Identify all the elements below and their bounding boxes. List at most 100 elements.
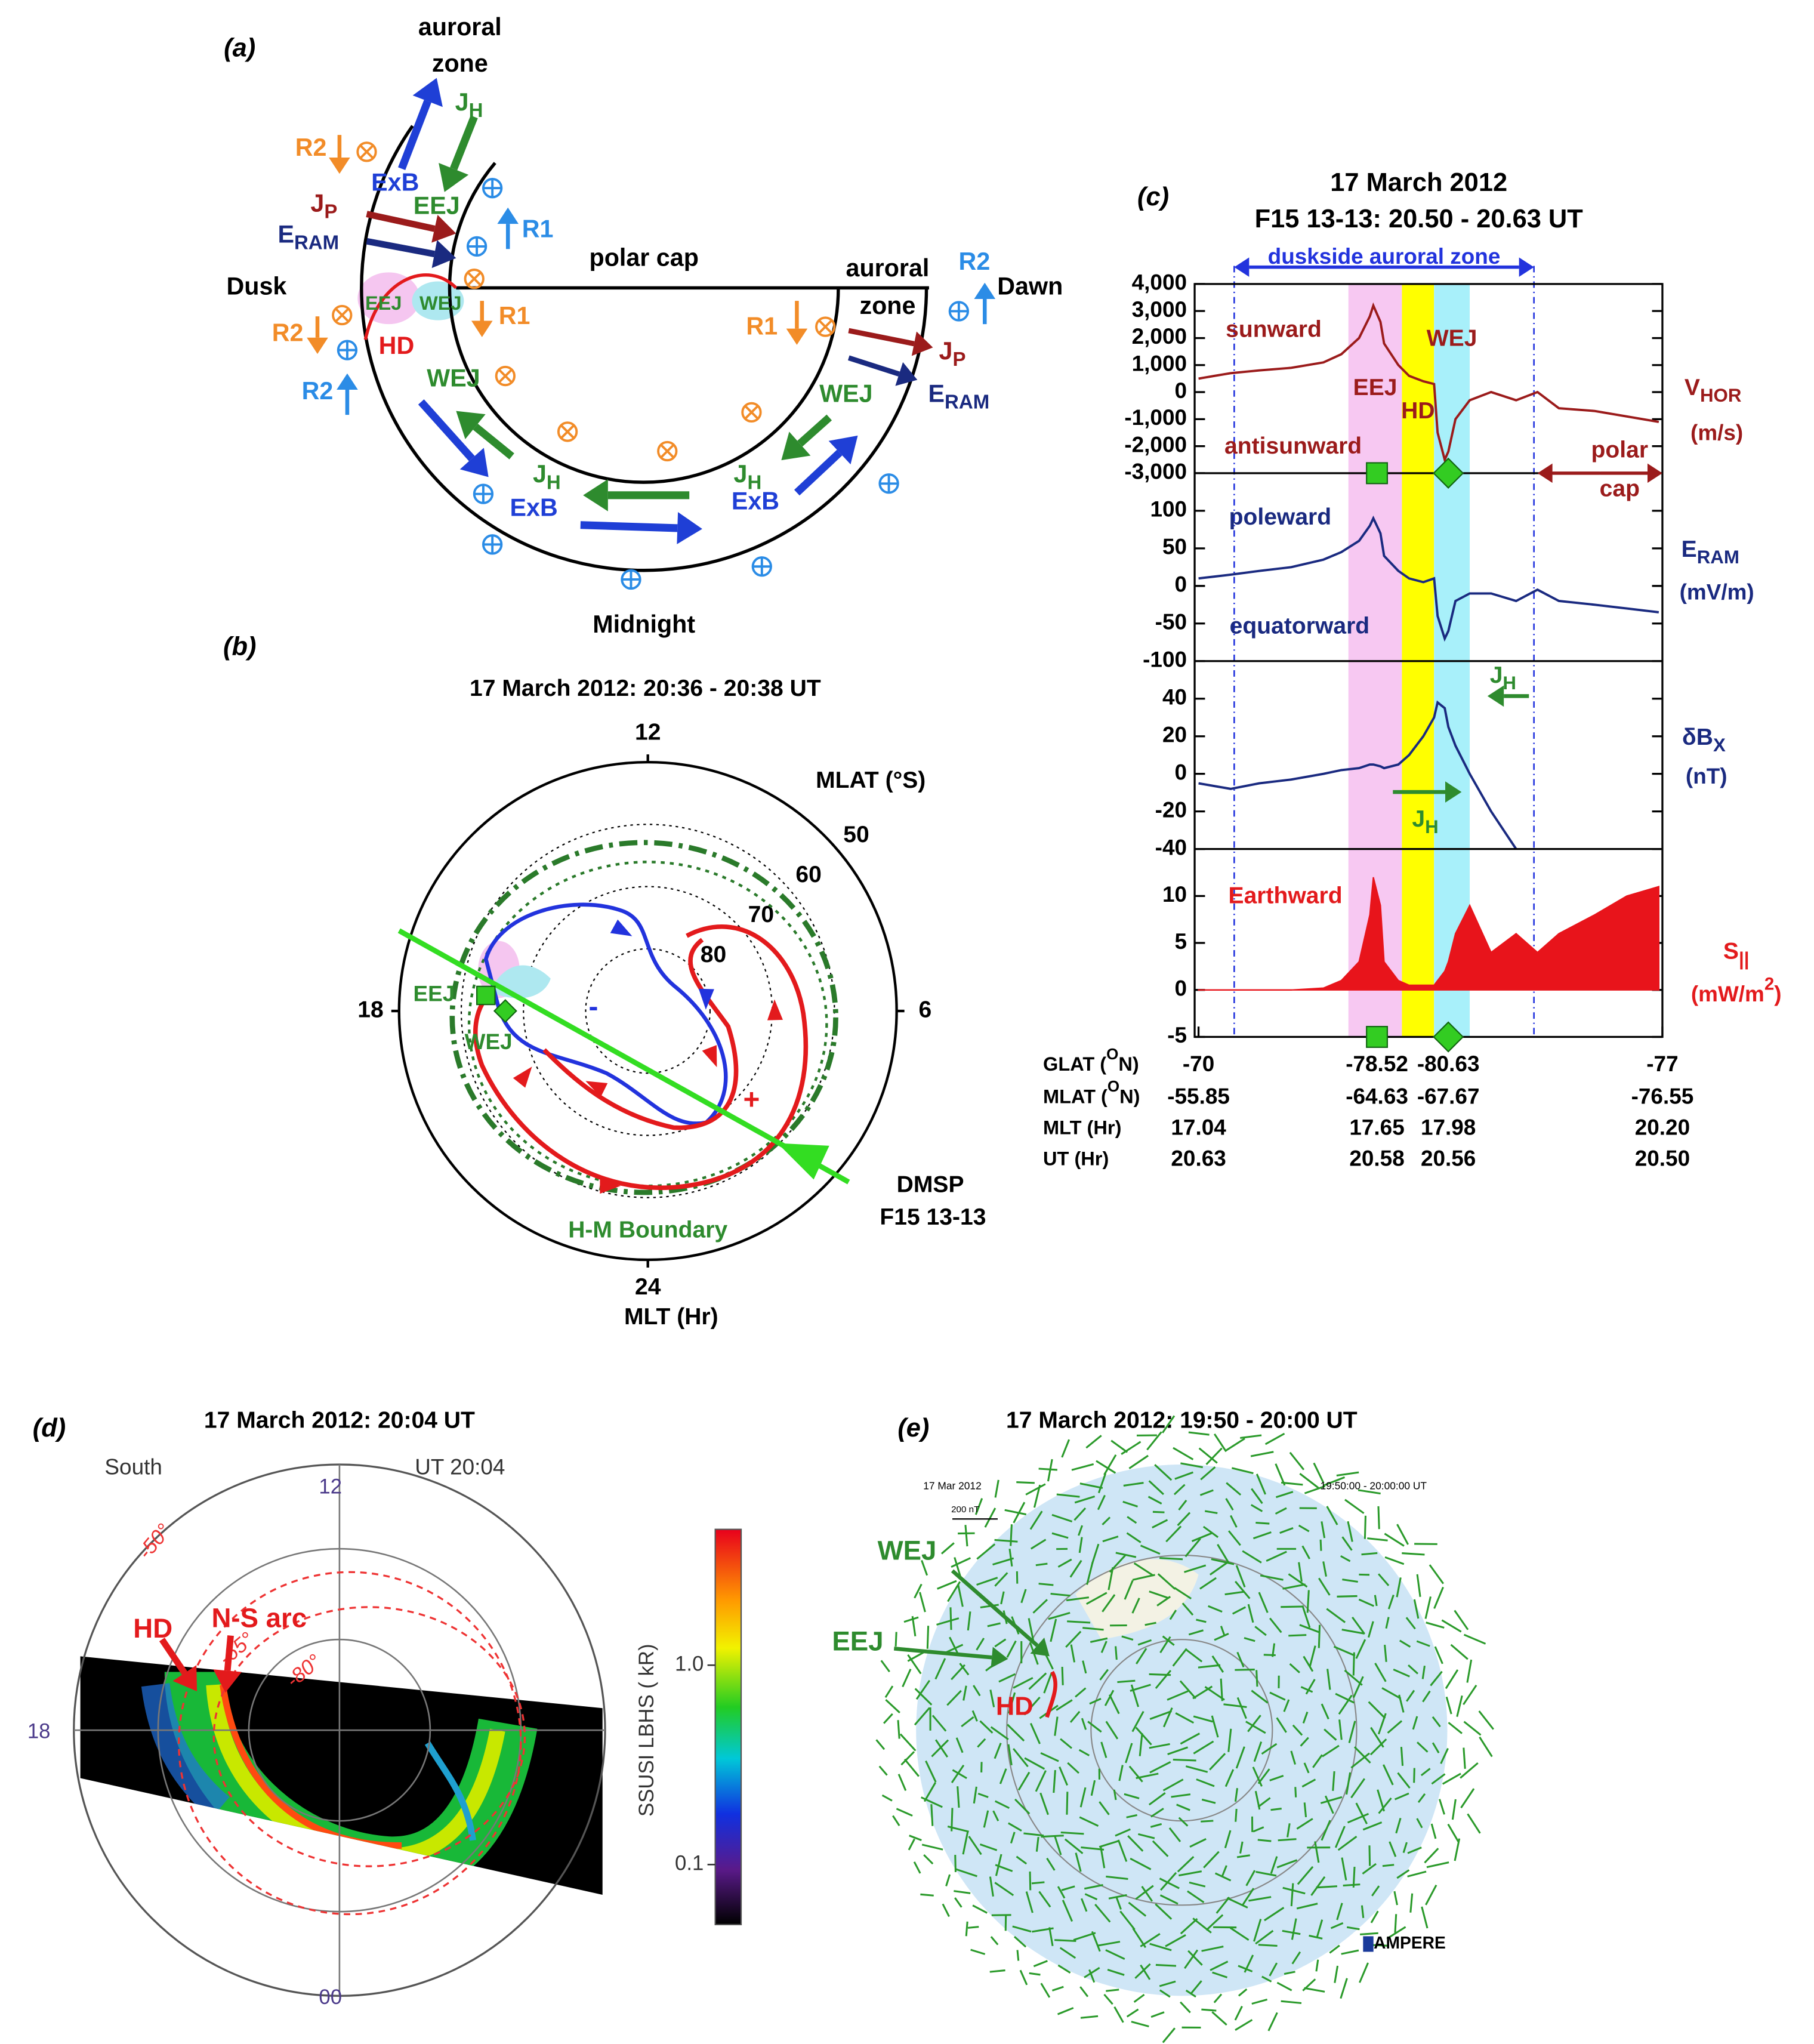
arrow [1384, 257, 1534, 277]
vector [1350, 1778, 1365, 1799]
vector [1398, 1694, 1405, 1713]
vector [1140, 1544, 1161, 1555]
vector [1291, 1918, 1297, 1940]
vector [983, 1810, 989, 1828]
label: zone [859, 292, 915, 319]
label: -3,000 [1124, 460, 1187, 484]
vector [1300, 1686, 1313, 1693]
vector [1133, 1993, 1145, 2003]
vector [1312, 1754, 1323, 1768]
vector [1013, 1748, 1029, 1768]
vector [1251, 1998, 1268, 2005]
flow-arrowhead [585, 1081, 608, 1097]
vector [1344, 1669, 1363, 1686]
arrow [794, 435, 858, 496]
vector [1033, 1960, 1048, 1968]
symbol-circle [356, 141, 377, 162]
vector [1467, 1813, 1481, 1834]
wej-marker [1433, 1021, 1464, 1053]
vector [964, 1525, 968, 1547]
label-part: S [1723, 939, 1739, 964]
vector [1463, 1684, 1477, 1706]
flow-arrowhead [513, 1066, 532, 1088]
vector [900, 1751, 915, 1766]
vector [1294, 1787, 1297, 1798]
vector [1174, 1587, 1192, 1600]
vector [1188, 1431, 1210, 1436]
vector [1132, 1928, 1147, 1949]
vector [1146, 1431, 1162, 1451]
label: 50 [843, 822, 869, 847]
vector [1264, 1432, 1285, 1445]
vector [1051, 1513, 1073, 1523]
vector [1016, 1855, 1028, 1865]
into-symbol [356, 141, 377, 162]
wej-marker [1433, 457, 1464, 489]
vector [1236, 1697, 1247, 1719]
vector [1177, 1512, 1191, 1527]
vector [1252, 1826, 1264, 1833]
vector [1333, 1645, 1356, 1657]
vector [992, 1557, 1014, 1566]
vector [974, 1498, 983, 1515]
label: duskside auroral zone [1268, 244, 1501, 269]
vector [934, 1658, 946, 1680]
vector [1433, 1586, 1444, 1609]
vector [1275, 1491, 1294, 1499]
label: UT 20:04 [415, 1454, 505, 1479]
vector [875, 1739, 886, 1750]
red-cell-outer [473, 924, 809, 1191]
vector [1479, 1736, 1493, 1758]
vector [1136, 1648, 1147, 1664]
vector [1091, 1543, 1100, 1564]
vector [1127, 1516, 1137, 1524]
vector [1235, 2019, 1253, 2031]
vector [1008, 1548, 1013, 1567]
vector [1347, 1812, 1369, 1824]
vector [1250, 1504, 1263, 1512]
vector [1007, 1744, 1013, 1766]
vector [1193, 1740, 1214, 1755]
vector [1035, 1836, 1039, 1852]
vector [1424, 1596, 1432, 1619]
aurora-arc [424, 1741, 476, 1841]
label-part: ) [1774, 982, 1781, 1006]
vector [1115, 1552, 1137, 1558]
vector [903, 1616, 919, 1623]
vector [1478, 1710, 1494, 1730]
vector [1191, 1532, 1213, 1542]
arrow-shaft [159, 1638, 187, 1675]
red-cell-inner [542, 938, 739, 1130]
vector [1205, 1447, 1223, 1465]
vector [1383, 1764, 1394, 1786]
vector [1395, 1817, 1402, 1834]
label-part: P [952, 348, 965, 370]
vector [934, 1739, 949, 1758]
vector [1210, 1561, 1229, 1576]
vector [1069, 1710, 1081, 1723]
arrow [456, 411, 514, 460]
vector [1193, 1715, 1213, 1723]
vector [1343, 1883, 1360, 1887]
vector [1106, 1875, 1128, 1880]
vector [994, 1882, 1014, 1897]
vector [1430, 1670, 1443, 1687]
vector [1148, 1480, 1164, 1496]
vector [1371, 1885, 1380, 1897]
label: 0 [1174, 760, 1187, 784]
vector [1299, 1473, 1319, 1489]
vector [1079, 1986, 1089, 1997]
vector [1020, 1589, 1027, 1604]
vector [1162, 1778, 1184, 1792]
vector [915, 1679, 931, 1700]
vector [1217, 1544, 1230, 1564]
lat-circle [1006, 1554, 1358, 1906]
label: EEJ [414, 192, 460, 220]
label-part: MLAT ( [1043, 1086, 1107, 1107]
label: (mW/m2) [1691, 974, 1782, 1006]
vector [1408, 1664, 1418, 1675]
vector [1079, 1816, 1099, 1827]
out-symbol [621, 569, 641, 590]
vector [913, 1861, 921, 1874]
